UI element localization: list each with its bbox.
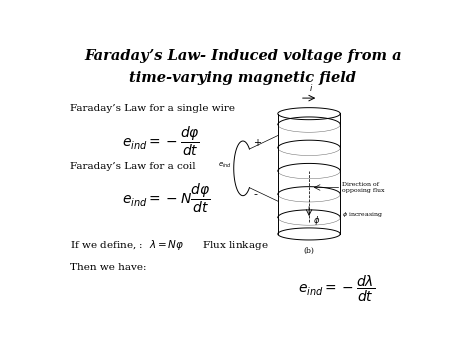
Text: $e_{ind}$: $e_{ind}$	[218, 161, 232, 170]
Text: Direction of
opposing flux: Direction of opposing flux	[342, 182, 384, 193]
Text: (b): (b)	[304, 247, 314, 255]
Text: If we define, :  $\lambda = N\varphi$      Flux linkage: If we define, : $\lambda = N\varphi$ Flu…	[70, 238, 269, 252]
Text: +: +	[253, 138, 261, 148]
Text: time-varying magnetic field: time-varying magnetic field	[129, 71, 356, 85]
Text: Faraday’s Law- Induced voltage from a: Faraday’s Law- Induced voltage from a	[84, 49, 402, 64]
Text: $e_{ind} = -\dfrac{d\varphi}{dt}$: $e_{ind} = -\dfrac{d\varphi}{dt}$	[122, 125, 200, 158]
Text: -: -	[253, 189, 257, 199]
Text: $\phi$ increasing: $\phi$ increasing	[342, 210, 383, 219]
Text: $e_{ind} = -\dfrac{d\lambda}{dt}$: $e_{ind} = -\dfrac{d\lambda}{dt}$	[298, 274, 375, 304]
Text: $e_{ind} = -N\dfrac{d\varphi}{dt}$: $e_{ind} = -N\dfrac{d\varphi}{dt}$	[122, 182, 210, 215]
Text: Faraday’s Law for a coil: Faraday’s Law for a coil	[70, 162, 196, 170]
Text: Faraday’s Law for a single wire: Faraday’s Law for a single wire	[70, 104, 235, 113]
Text: $i$: $i$	[309, 82, 313, 93]
Text: Then we have:: Then we have:	[70, 263, 147, 272]
Text: $\phi$: $\phi$	[313, 214, 321, 227]
